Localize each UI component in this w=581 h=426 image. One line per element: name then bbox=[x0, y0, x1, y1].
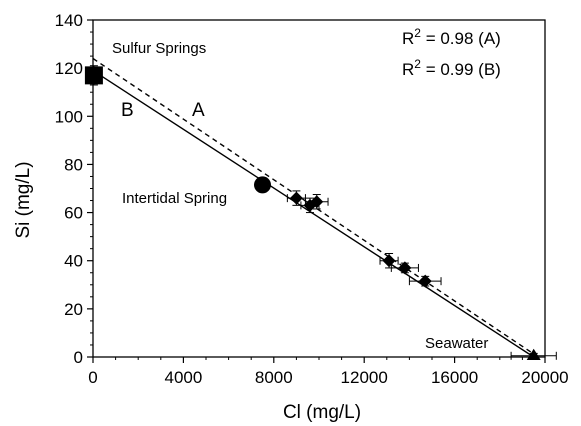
x-tick-labels: 0 4000 8000 12000 16000 20000 bbox=[88, 368, 568, 387]
fit-line-b bbox=[92, 69, 535, 358]
line-label-b: B bbox=[121, 100, 134, 121]
y-tick-label: 140 bbox=[55, 11, 83, 30]
y-tick-label: 60 bbox=[64, 204, 83, 223]
error-bars bbox=[89, 65, 557, 360]
r-squared-b: R2 = 0.99 (B) bbox=[402, 57, 501, 79]
data-point-triangle bbox=[526, 348, 541, 360]
y-axis-title: Si (mg/L) bbox=[13, 161, 34, 238]
x-tick-label: 0 bbox=[88, 368, 97, 387]
data-point-circle bbox=[254, 176, 271, 194]
x-tick-label: 8000 bbox=[255, 368, 293, 387]
sulfur-springs-label: Sulfur Springs bbox=[112, 40, 206, 57]
y-tick-labels: 0 20 40 60 80 100 120 140 bbox=[55, 11, 83, 367]
y-tick-label: 100 bbox=[55, 107, 83, 126]
x-tick-label: 4000 bbox=[164, 368, 202, 387]
r-squared-a: R2 = 0.98 (A) bbox=[402, 26, 501, 48]
data-point-diamond bbox=[289, 191, 303, 205]
data-markers bbox=[84, 66, 541, 360]
minor-ticks bbox=[90, 31, 523, 360]
x-tick-label: 20000 bbox=[521, 368, 568, 387]
data-point-diamond bbox=[310, 195, 324, 209]
y-tick-label: 80 bbox=[64, 155, 83, 174]
x-tick-label: 12000 bbox=[341, 368, 388, 387]
fit-lines bbox=[92, 57, 539, 358]
data-point-diamond bbox=[398, 261, 412, 275]
line-label-a: A bbox=[192, 100, 205, 121]
intertidal-spring-label: Intertidal Spring bbox=[122, 190, 227, 207]
y-tick-label: 20 bbox=[64, 300, 83, 319]
seawater-label: Seawater bbox=[425, 335, 488, 352]
x-axis-title: Cl (mg/L) bbox=[283, 402, 361, 423]
data-point-square bbox=[84, 66, 103, 85]
y-tick-label: 40 bbox=[64, 252, 83, 271]
data-point-diamond bbox=[382, 254, 396, 268]
y-tick-label: 0 bbox=[74, 348, 83, 367]
fit-line-a bbox=[92, 57, 539, 358]
x-tick-label: 16000 bbox=[431, 368, 478, 387]
data-point-diamond bbox=[418, 274, 432, 288]
y-tick-label: 120 bbox=[55, 59, 83, 78]
